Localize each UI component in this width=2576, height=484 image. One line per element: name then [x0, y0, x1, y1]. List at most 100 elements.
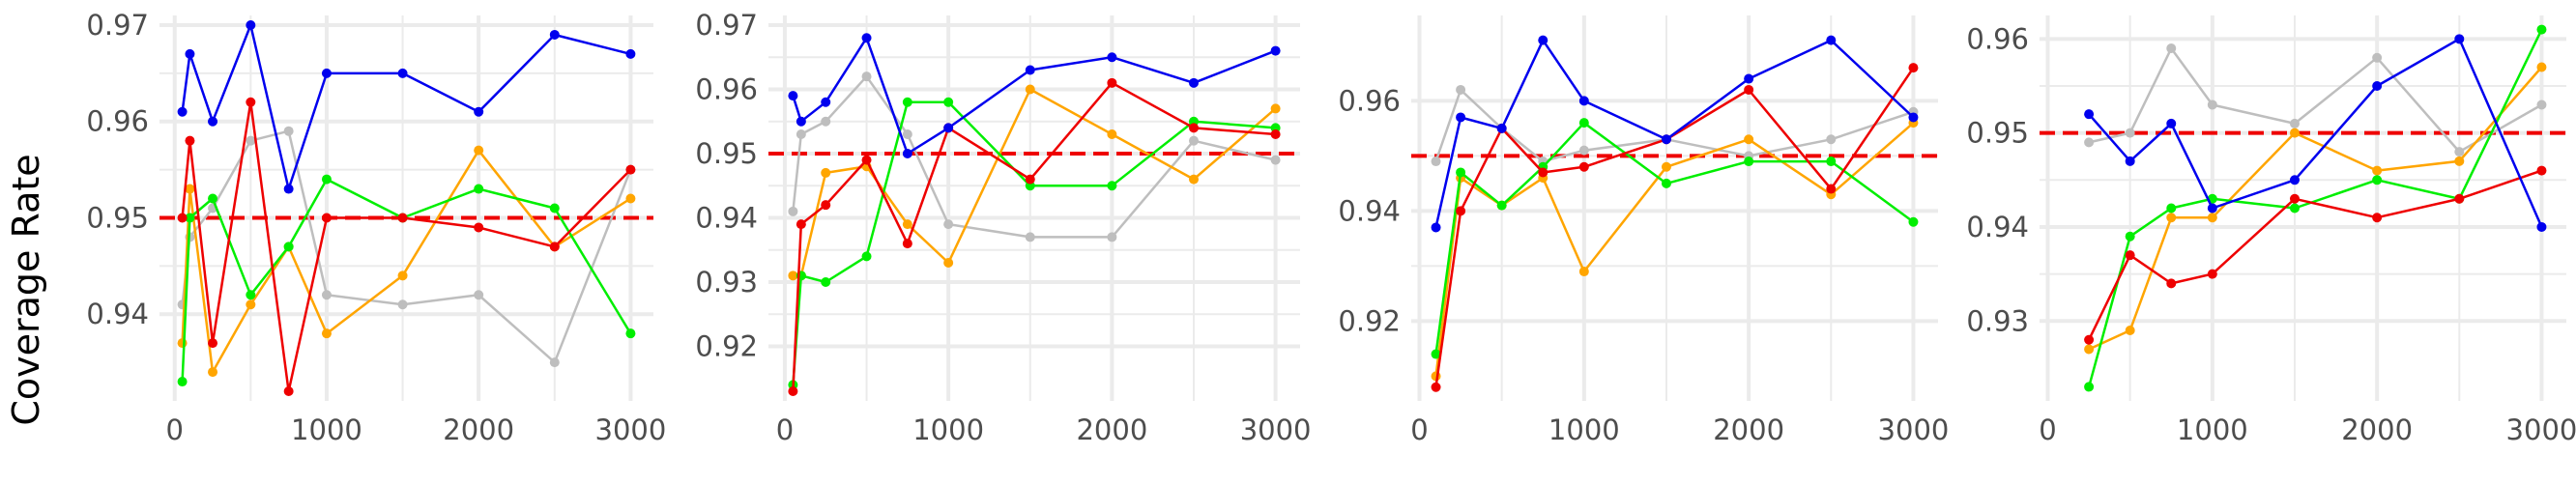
data-point-green	[1578, 118, 1589, 128]
data-point-green	[861, 251, 872, 262]
data-point-green	[1431, 349, 1441, 359]
data-point-red	[1189, 123, 1199, 133]
series-line-green	[181, 178, 632, 383]
series-line-green	[792, 100, 1276, 385]
series-line-orange	[2088, 66, 2543, 351]
data-point-green	[2166, 203, 2177, 214]
data-point-orange	[397, 270, 408, 281]
data-point-blue	[861, 33, 872, 43]
data-point-blue	[1538, 35, 1548, 45]
data-point-orange	[821, 167, 831, 178]
data-point-green	[943, 97, 954, 107]
series-line-red	[181, 100, 632, 393]
data-point-orange	[2166, 213, 2177, 223]
data-point-red	[1826, 184, 1837, 194]
series-line-gray	[792, 74, 1276, 239]
y-tick-label: 0.93	[1966, 304, 2029, 337]
data-point-gray	[246, 135, 256, 146]
data-point-gray	[1270, 155, 1281, 165]
data-point-orange	[943, 258, 954, 269]
data-point-green	[1744, 157, 1754, 167]
x-tick-label: 3000	[1240, 413, 1312, 446]
data-point-orange	[2289, 128, 2300, 138]
data-point-red	[208, 338, 218, 349]
data-point-gray	[796, 129, 806, 140]
data-point-green	[1496, 200, 1507, 211]
data-point-green	[321, 174, 332, 185]
data-point-green	[2372, 175, 2383, 185]
data-point-blue	[1908, 112, 1919, 123]
data-point-orange	[1107, 129, 1117, 140]
data-point-green	[1661, 178, 1671, 188]
y-tick-label: 0.96	[1966, 22, 2029, 55]
data-point-orange	[2084, 344, 2095, 355]
x-tick-label: 1000	[1548, 413, 1620, 446]
data-point-gray	[821, 116, 831, 127]
data-point-red	[397, 213, 408, 223]
y-tick-label: 0.94	[1338, 194, 1401, 227]
data-point-red	[861, 155, 872, 165]
x-tick-label: 3000	[1878, 413, 1950, 446]
series-line-orange	[793, 88, 1277, 277]
data-point-gray	[1025, 232, 1035, 242]
data-point-gray	[2166, 43, 2177, 54]
data-point-orange	[1744, 134, 1754, 145]
data-point-gray	[1189, 135, 1199, 146]
data-point-blue	[321, 68, 332, 78]
data-point-gray	[788, 206, 798, 216]
data-point-red	[2125, 250, 2135, 261]
data-point-gray	[1826, 134, 1837, 145]
data-point-red	[1107, 77, 1117, 88]
data-point-gray	[2289, 118, 2300, 128]
y-tick-label: 0.94	[86, 298, 149, 330]
data-point-gray	[549, 357, 560, 368]
data-point-blue	[1744, 73, 1754, 84]
data-point-orange	[321, 328, 332, 339]
data-point-orange	[246, 299, 256, 310]
y-tick-label: 0.95	[1966, 117, 2029, 150]
data-point-blue	[2372, 80, 2383, 91]
data-point-red	[1578, 161, 1589, 172]
data-point-blue	[788, 91, 798, 101]
data-point-red	[2166, 278, 2177, 289]
data-point-gray	[1107, 232, 1117, 242]
y-tick-label: 0.95	[86, 201, 149, 234]
data-point-orange	[208, 367, 218, 378]
data-point-orange	[1661, 161, 1671, 172]
data-point-orange	[2207, 213, 2217, 223]
x-tick-label: 2000	[1713, 413, 1784, 446]
data-point-blue	[1496, 123, 1507, 133]
data-point-green	[2289, 203, 2300, 214]
data-point-blue	[177, 106, 188, 117]
data-point-green	[2125, 231, 2135, 242]
data-point-blue	[1107, 52, 1117, 63]
data-point-red	[902, 239, 912, 249]
data-point-red	[283, 386, 294, 397]
data-point-blue	[549, 29, 560, 40]
data-point-gray	[902, 129, 912, 140]
data-point-blue	[2207, 203, 2217, 214]
series-line-green	[2087, 29, 2543, 387]
data-point-red	[788, 386, 798, 397]
series-line-red	[2087, 169, 2542, 341]
data-point-red	[474, 222, 484, 233]
x-tick-label: 2000	[2341, 413, 2413, 446]
data-point-green	[177, 377, 188, 387]
data-point-orange	[1270, 103, 1281, 114]
data-point-blue	[1578, 96, 1589, 106]
data-point-blue	[246, 19, 256, 30]
y-tick-label: 0.94	[695, 201, 758, 234]
series-line-blue	[181, 23, 631, 190]
y-tick-label: 0.97	[86, 9, 149, 42]
data-point-red	[1431, 382, 1441, 392]
data-point-blue	[208, 116, 218, 127]
data-point-gray	[2372, 52, 2383, 63]
data-point-blue	[283, 184, 294, 194]
panel-1: 0 1000 2000 3000 0.94 0.95 0.96 0.97	[86, 9, 666, 446]
data-point-red	[246, 97, 256, 107]
data-point-blue	[2125, 156, 2135, 166]
data-point-blue	[2084, 109, 2095, 120]
data-point-blue	[902, 148, 912, 158]
data-point-green	[625, 328, 636, 339]
